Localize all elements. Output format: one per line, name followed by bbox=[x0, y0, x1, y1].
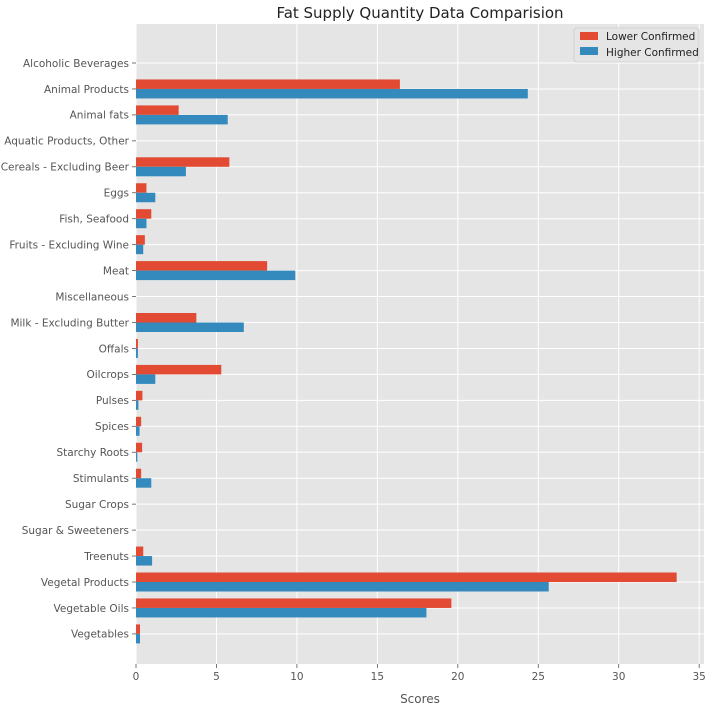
bar-higher-confirmed-pulses bbox=[136, 400, 139, 410]
bar-higher-confirmed-stimulants bbox=[136, 478, 152, 488]
bar-higher-confirmed-milk-excluding-butter bbox=[136, 322, 244, 332]
bar-lower-confirmed-vegetal-products bbox=[136, 572, 677, 582]
y-tick-label-spices: Spices bbox=[95, 421, 129, 433]
legend-box bbox=[573, 27, 700, 63]
bar-lower-confirmed-stimulants bbox=[136, 468, 142, 479]
y-tick-label-oilcrops: Oilcrops bbox=[86, 369, 129, 381]
legend: Lower Confirmed Higher Confirmed bbox=[573, 27, 700, 63]
bar-lower-confirmed-milk-excluding-butter bbox=[136, 313, 197, 323]
bar-higher-confirmed-vegetal-products bbox=[136, 582, 549, 592]
bar-lower-confirmed-animal-fats bbox=[136, 105, 179, 115]
bar-higher-confirmed-eggs bbox=[136, 192, 156, 203]
y-tick-label-pulses: Pulses bbox=[96, 395, 129, 407]
chart-title: Fat Supply Quantity Data Comparision bbox=[276, 4, 563, 22]
legend-label-higher-confirmed: Higher Confirmed bbox=[606, 47, 699, 59]
y-tick-label-meat: Meat bbox=[103, 265, 129, 277]
bar-higher-confirmed-animal-products bbox=[136, 88, 528, 99]
x-tick-label: 35 bbox=[692, 671, 705, 683]
bar-higher-confirmed-spices bbox=[136, 426, 140, 436]
bar-higher-confirmed-offals bbox=[136, 348, 138, 358]
bar-higher-confirmed-animal-fats bbox=[136, 114, 228, 125]
bar-higher-confirmed-oilcrops bbox=[136, 374, 156, 384]
bar-lower-confirmed-vegetable-oils bbox=[136, 598, 452, 608]
plot-background bbox=[136, 24, 704, 664]
x-axis-label: Scores bbox=[400, 692, 440, 706]
bars bbox=[136, 79, 677, 644]
bar-lower-confirmed-fruits-excluding-wine bbox=[136, 235, 145, 245]
y-tick-label-sugar-sweeteners: Sugar & Sweeteners bbox=[22, 525, 129, 537]
bar-higher-confirmed-vegetable-oils bbox=[136, 607, 427, 618]
x-tick-label: 15 bbox=[371, 671, 384, 683]
bar-lower-confirmed-offals bbox=[136, 338, 138, 349]
bar-lower-confirmed-treenuts bbox=[136, 546, 144, 557]
x-tick-label: 25 bbox=[532, 671, 545, 683]
y-tick-label-aquatic-products-other: Aquatic Products, Other bbox=[4, 136, 129, 148]
bar-higher-confirmed-vegetables bbox=[136, 633, 141, 644]
bar-higher-confirmed-meat bbox=[136, 270, 296, 281]
y-tick-label-treenuts: Treenuts bbox=[83, 551, 129, 563]
bar-higher-confirmed-cereals-excluding-beer bbox=[136, 166, 186, 177]
y-tick-label-starchy-roots: Starchy Roots bbox=[56, 447, 129, 459]
legend-swatch-lower-confirmed bbox=[580, 32, 598, 40]
y-tick-label-miscellaneous: Miscellaneous bbox=[55, 291, 129, 303]
bar-higher-confirmed-fruits-excluding-wine bbox=[136, 244, 144, 255]
bar-lower-confirmed-fish-seafood bbox=[136, 209, 152, 219]
y-tick-label-animal-products: Animal Products bbox=[44, 84, 129, 96]
y-tick-label-vegetal-products: Vegetal Products bbox=[41, 577, 129, 589]
legend-swatch-higher-confirmed bbox=[580, 47, 598, 55]
bar-lower-confirmed-eggs bbox=[136, 183, 147, 193]
y-tick-label-fish-seafood: Fish, Seafood bbox=[59, 214, 129, 226]
y-tick-label-eggs: Eggs bbox=[104, 188, 129, 200]
y-tick-label-vegetable-oils: Vegetable Oils bbox=[54, 603, 129, 615]
bar-lower-confirmed-cereals-excluding-beer bbox=[136, 157, 230, 167]
y-tick-label-fruits-excluding-wine: Fruits - Excluding Wine bbox=[9, 239, 129, 251]
x-tick-label: 20 bbox=[451, 671, 464, 683]
legend-label-lower-confirmed: Lower Confirmed bbox=[606, 31, 695, 43]
y-tick-label-sugar-crops: Sugar Crops bbox=[65, 499, 129, 511]
bar-lower-confirmed-vegetables bbox=[136, 624, 141, 634]
bar-lower-confirmed-oilcrops bbox=[136, 364, 222, 375]
x-axis-ticks: 0 5 10 15 20 25 30 35 bbox=[133, 664, 706, 683]
y-tick-label-animal-fats: Animal fats bbox=[70, 110, 129, 122]
bar-lower-confirmed-animal-products bbox=[136, 79, 400, 89]
x-tick-label: 30 bbox=[612, 671, 625, 683]
x-tick-label: 5 bbox=[213, 671, 220, 683]
bar-higher-confirmed-starchy-roots bbox=[136, 452, 138, 462]
y-tick-label-alcoholic-beverages: Alcoholic Beverages bbox=[23, 58, 129, 70]
y-tick-label-stimulants: Stimulants bbox=[73, 473, 129, 485]
bar-lower-confirmed-meat bbox=[136, 261, 268, 271]
y-tick-label-offals: Offals bbox=[99, 343, 129, 355]
y-tick-label-milk-excluding-butter: Milk - Excluding Butter bbox=[10, 317, 129, 329]
x-tick-label: 0 bbox=[133, 671, 140, 683]
x-tick-label: 10 bbox=[290, 671, 303, 683]
y-tick-label-cereals-excluding-beer: Cereals - Excluding Beer bbox=[1, 162, 130, 174]
bar-lower-confirmed-starchy-roots bbox=[136, 442, 143, 453]
bar-higher-confirmed-fish-seafood bbox=[136, 218, 147, 229]
bar-higher-confirmed-treenuts bbox=[136, 556, 153, 566]
y-axis-ticks: Alcoholic Beverages Animal Products Animal… bbox=[1, 58, 136, 641]
bar-lower-confirmed-spices bbox=[136, 416, 142, 427]
y-tick-label-vegetables: Vegetables bbox=[71, 629, 129, 641]
bar-lower-confirmed-pulses bbox=[136, 390, 143, 401]
